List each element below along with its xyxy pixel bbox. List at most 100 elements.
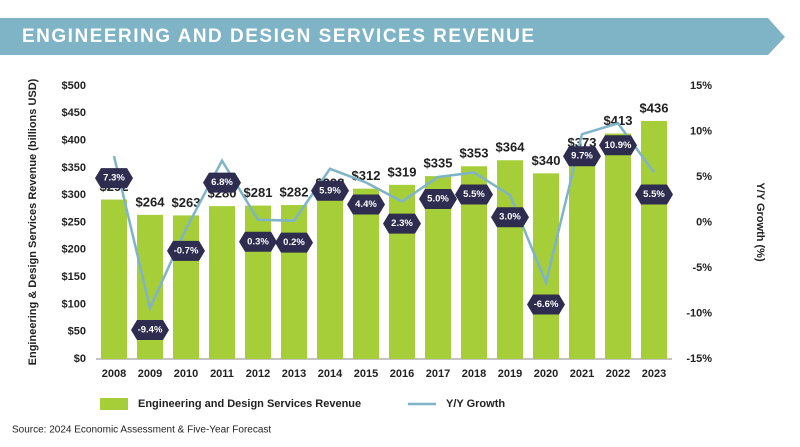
growth-badge: [527, 294, 565, 315]
growth-badge: [167, 240, 205, 261]
bar-value-label: $436: [640, 100, 669, 115]
bar-value-label: $282: [280, 184, 309, 199]
bar: [209, 206, 235, 359]
bar: [317, 196, 343, 359]
growth-badge: [491, 207, 529, 228]
growth-badge: [455, 184, 493, 205]
legend-label: Engineering and Design Services Revenue: [138, 398, 361, 410]
title-banner: [0, 18, 785, 55]
bar-value-label: $281: [244, 185, 273, 200]
x-tick-label: 2022: [606, 368, 630, 380]
growth-badge: [95, 168, 133, 189]
growth-label: 3.0%: [499, 212, 521, 223]
growth-label: 0.2%: [283, 237, 305, 248]
y2-tick-label: 5%: [696, 171, 712, 183]
growth-label: -9.4%: [138, 325, 163, 336]
growth-badge: [635, 184, 673, 205]
growth-badge: [131, 320, 169, 341]
growth-label: 6.8%: [211, 177, 233, 188]
y2-tick-label: -10%: [686, 307, 712, 319]
growth-badge: [419, 189, 457, 209]
x-tick-label: 2018: [462, 368, 486, 380]
bar: [533, 173, 559, 359]
growth-badge: [383, 213, 421, 234]
legend-swatch: [100, 398, 128, 410]
y2-tick-label: 10%: [690, 125, 712, 137]
bar-value-label: $263: [172, 195, 201, 210]
bar: [245, 205, 271, 359]
y-tick-label: $400: [62, 135, 86, 147]
growth-label: 5.9%: [319, 185, 341, 196]
x-tick-label: 2012: [246, 368, 270, 380]
bar: [389, 184, 415, 359]
x-tick-label: 2017: [426, 368, 450, 380]
x-tick-label: 2023: [642, 368, 666, 380]
bar-value-label: $373: [568, 135, 597, 150]
y-tick-label: $50: [68, 326, 86, 338]
growth-badge: [563, 146, 601, 167]
x-tick-label: 2015: [354, 368, 378, 380]
bar: [101, 199, 127, 359]
bar-value-label: $335: [424, 156, 453, 171]
growth-label: 4.4%: [355, 199, 377, 210]
x-tick-label: 2010: [174, 368, 198, 380]
y2-tick-label: -5%: [692, 262, 712, 274]
growth-badge: [239, 231, 277, 252]
growth-label: 5.0%: [427, 194, 449, 205]
bar-value-label: $364: [496, 140, 526, 155]
growth-label: 10.9%: [605, 140, 632, 151]
bar-value-label: $353: [460, 146, 489, 161]
y-tick-label: $250: [62, 216, 86, 228]
bar-value-label: $340: [532, 153, 561, 168]
y-tick-label: $0: [74, 353, 86, 365]
bar-value-label: $264: [136, 194, 166, 209]
x-tick-label: 2020: [534, 368, 558, 380]
x-tick-label: 2008: [102, 368, 126, 380]
x-tick-label: 2009: [138, 368, 162, 380]
y-tick-label: $300: [62, 189, 86, 201]
y-tick-label: $500: [62, 80, 86, 92]
growth-label: -0.7%: [174, 245, 199, 256]
bar-value-label: $413: [604, 113, 633, 128]
bar: [281, 205, 307, 359]
y-tick-label: $350: [62, 162, 86, 174]
y2-tick-label: 0%: [696, 216, 712, 228]
bar-value-label: $319: [388, 164, 417, 179]
growth-badge: [347, 194, 385, 215]
x-tick-label: 2021: [570, 368, 594, 380]
y-axis-label: Engineering & Design Services Revenue (b…: [27, 78, 39, 365]
growth-label: 0.3%: [247, 236, 269, 247]
bar: [641, 120, 667, 359]
y2-axis-label: Y/Y Growth (%): [754, 182, 766, 262]
growth-label: -6.6%: [534, 299, 559, 310]
bar: [605, 133, 631, 359]
x-tick-label: 2013: [282, 368, 306, 380]
source-note: Source: 2024 Economic Assessment & Five-…: [12, 425, 271, 436]
y2-tick-label: 15%: [690, 80, 712, 92]
growth-label: 5.5%: [643, 189, 665, 200]
y-tick-label: $450: [62, 107, 86, 119]
growth-line: [112, 121, 656, 312]
growth-badge: [311, 180, 349, 201]
x-tick-label: 2014: [318, 368, 343, 380]
growth-label: 7.3%: [103, 173, 125, 184]
growth-label: 9.7%: [571, 151, 593, 162]
y2-tick-label: -15%: [686, 353, 712, 365]
chart-title: ENGINEERING AND DESIGN SERVICES REVENUE: [22, 26, 536, 47]
x-tick-label: 2011: [210, 368, 234, 380]
y-tick-label: $100: [62, 298, 86, 310]
y-tick-label: $150: [62, 271, 86, 283]
bar: [497, 160, 523, 359]
legend-label: Y/Y Growth: [446, 398, 505, 410]
growth-badge: [599, 135, 637, 156]
growth-badge: [275, 232, 313, 253]
x-tick-label: 2019: [498, 368, 522, 380]
growth-label: 2.3%: [391, 218, 413, 229]
x-tick-label: 2016: [390, 368, 414, 380]
bar: [569, 155, 595, 359]
bar-value-label: $312: [352, 168, 381, 183]
bar: [173, 215, 199, 359]
y-tick-label: $200: [62, 244, 86, 256]
growth-badge: [203, 172, 241, 193]
